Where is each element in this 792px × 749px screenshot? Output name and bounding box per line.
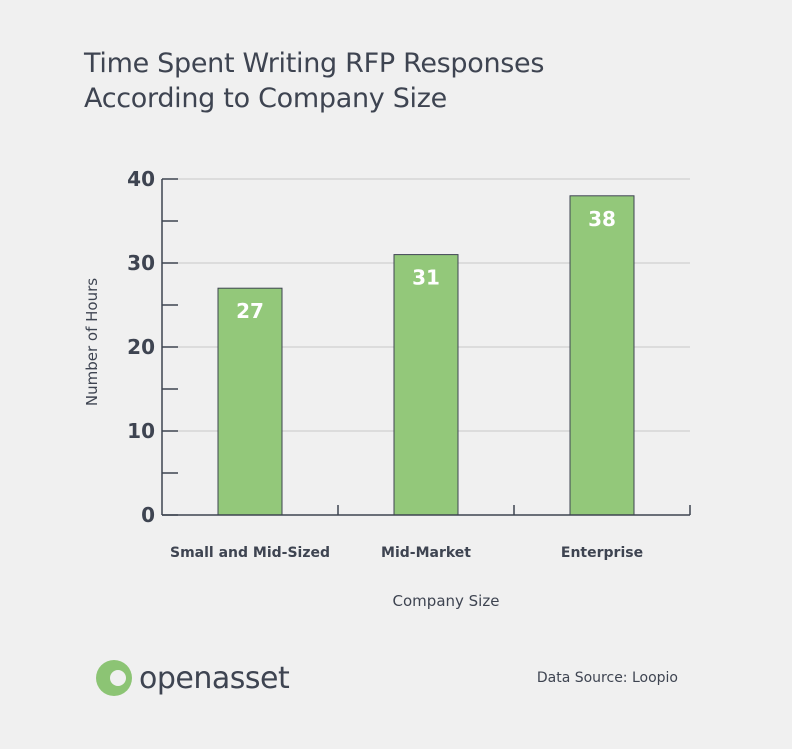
openasset-logo: openasset xyxy=(95,658,290,698)
y-tick-label: 20 xyxy=(127,335,155,359)
data-label: 27 xyxy=(236,299,264,323)
x-axis-title: Company Size xyxy=(393,592,500,610)
y-tick-label: 30 xyxy=(127,251,155,275)
x-tick-label: Mid-Market xyxy=(381,545,471,561)
data-label: 31 xyxy=(412,266,440,290)
openasset-logo-icon xyxy=(96,660,132,696)
x-tick-label: Small and Mid-Sized xyxy=(170,545,330,561)
y-tick-label: 40 xyxy=(127,167,155,191)
axes: 0 10 20 30 40 Small and Mid-Sized Mid-Market En… xyxy=(127,167,691,561)
bars: 27 31 38 xyxy=(217,195,635,516)
data-label: 38 xyxy=(588,207,616,231)
data-source: Data Source: Loopio xyxy=(536,670,678,686)
x-tick-label: Enterprise xyxy=(561,545,643,561)
y-tick-label: 10 xyxy=(127,419,155,443)
bar xyxy=(569,195,635,516)
chart-title-line-2: According to Company Size xyxy=(84,83,447,114)
bar xyxy=(393,254,459,516)
chart-title-line-1: Time Spent Writing RFP Responses xyxy=(84,48,545,79)
brand-name: openasset xyxy=(139,660,290,696)
chart-title: Time Spent Writing RFP Responses Accordi… xyxy=(84,46,724,116)
y-axis-title: Number of Hours xyxy=(83,278,101,406)
y-tick-label: 0 xyxy=(141,503,155,527)
bar xyxy=(217,287,283,516)
